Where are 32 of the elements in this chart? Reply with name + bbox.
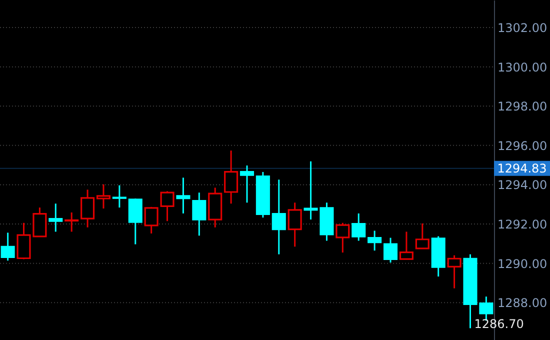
- candlestick: [352, 212, 366, 242]
- candlestick: [415, 222, 430, 250]
- candlestick: [336, 222, 350, 254]
- candlestick: [288, 202, 302, 248]
- annotation: 1286.70: [474, 317, 524, 332]
- y-tick-label: 1302.00: [498, 21, 548, 36]
- ref-line-label: 1294.83: [497, 161, 547, 176]
- candlestick: [192, 192, 206, 236]
- candlestick: [80, 188, 95, 228]
- candlestick: [96, 184, 111, 210]
- candlestick: [368, 230, 382, 252]
- y-tick-label: 1294.00: [498, 178, 548, 192]
- y-tick-label: 1288.00: [498, 296, 548, 310]
- candlestick: [447, 254, 462, 290]
- candlestick: [240, 164, 254, 204]
- candlestick: [160, 190, 174, 222]
- candlestick: [272, 178, 286, 256]
- candlestick: [383, 237, 398, 264]
- candlestick: [0, 232, 15, 262]
- candlestick: [224, 150, 238, 204]
- candlestick: [64, 212, 79, 232]
- candlestick: [144, 206, 158, 234]
- y-tick-label: 1300.00: [498, 60, 548, 74]
- y-tick-label: 1298.00: [498, 100, 548, 114]
- candlestick: [48, 202, 63, 232]
- y-tick-label: 1290.00: [498, 256, 548, 271]
- candlestick: [128, 198, 142, 246]
- candlestick: [112, 184, 126, 208]
- y-tick-label: 1296.00: [498, 138, 548, 153]
- candlestick: [176, 176, 190, 214]
- candlestick: [399, 230, 414, 260]
- y-tick-label: 1292.00: [498, 218, 548, 232]
